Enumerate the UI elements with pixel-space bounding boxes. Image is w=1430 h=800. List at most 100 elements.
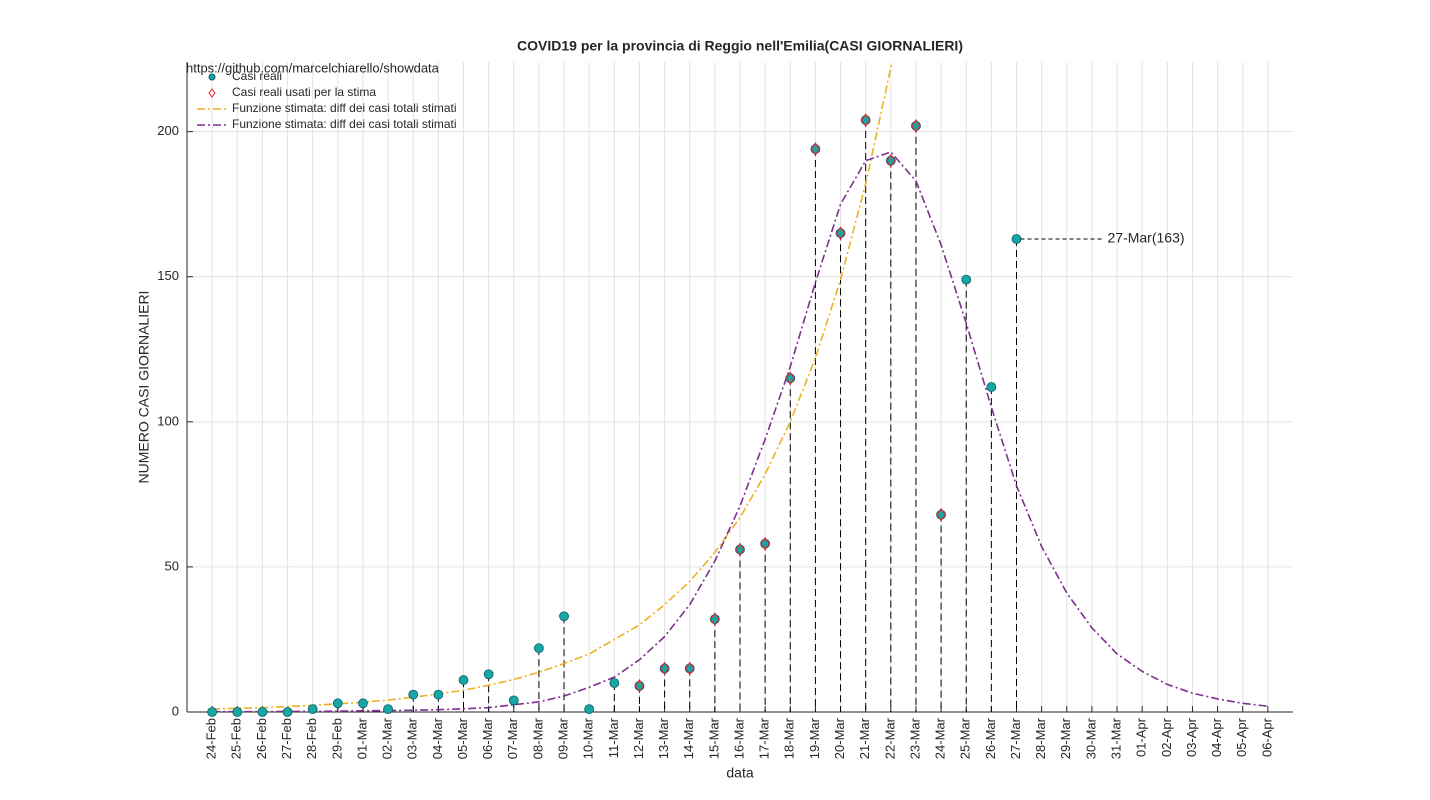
point — [760, 536, 770, 551]
point — [911, 120, 921, 131]
point — [835, 228, 846, 239]
x-tick-label: 07-Mar — [505, 717, 520, 759]
point — [634, 678, 645, 693]
point — [735, 542, 745, 557]
point — [508, 695, 519, 706]
x-tick-label: 04-Mar — [430, 717, 445, 759]
x-tick-label: 28-Feb — [304, 718, 319, 759]
grid — [186, 62, 1293, 713]
point — [1011, 234, 1022, 244]
legend-symbol — [208, 88, 216, 98]
x-tick-label: 01-Mar — [354, 717, 369, 759]
x-tick-label: 14-Mar — [681, 717, 696, 759]
x-tick-label: 20-Mar — [832, 717, 847, 759]
x-tick-label: 04-Apr — [1209, 717, 1224, 757]
chart-title: COVID19 per la provincia di Reggio nell'… — [517, 38, 963, 54]
y-tick-label: 100 — [157, 413, 179, 428]
x-tick-label: 11-Mar — [606, 717, 621, 758]
point — [810, 144, 821, 154]
y-tick-label: 150 — [157, 268, 179, 283]
x-tick-label: 17-Mar — [757, 717, 772, 759]
point — [911, 118, 921, 133]
annotation: 27-Mar(163) — [1108, 230, 1185, 246]
point — [685, 661, 695, 676]
x-tick-label: 24-Mar — [933, 717, 948, 759]
y-axis-label: NUMERO CASI GIORNALIERI — [136, 291, 152, 484]
x-tick-label: 05-Mar — [455, 717, 470, 759]
x-tick-label: 26-Feb — [254, 718, 269, 759]
x-tick-label: 27-Feb — [279, 718, 294, 759]
y-tick-label: 200 — [157, 123, 179, 138]
x-tick-label: 31-Mar — [1108, 717, 1123, 759]
x-tick-label: 23-Mar — [907, 717, 922, 759]
x-tick-label: 03-Apr — [1184, 717, 1199, 757]
legend-label: Funzione stimata: diff dei casi totali s… — [232, 101, 457, 115]
point — [986, 382, 997, 392]
legend-label: Casi reali — [232, 69, 282, 83]
x-tick-label: 03-Mar — [405, 717, 420, 759]
x-tick-label: 29-Mar — [1058, 717, 1073, 759]
x-tick-label: 30-Mar — [1083, 717, 1098, 759]
series-line — [212, 151, 1268, 712]
point — [684, 663, 695, 674]
point — [709, 614, 720, 625]
x-tick-label: 08-Mar — [530, 717, 545, 759]
point — [408, 689, 419, 700]
point — [785, 371, 795, 386]
watermark: https://github.com/marcelchiarello/showd… — [186, 60, 440, 75]
plot-area — [212, 62, 1268, 712]
point — [282, 707, 293, 717]
x-tick-label: 02-Mar — [380, 717, 395, 759]
point — [534, 643, 544, 654]
x-tick-label: 21-Mar — [857, 717, 872, 759]
legend-label: Funzione stimata: diff dei casi totali s… — [232, 117, 457, 131]
point — [307, 704, 318, 714]
point — [785, 373, 796, 384]
overlay: 27-Mar(163) https://github.com/marcelchia… — [186, 60, 1185, 717]
x-tick-label: 06-Mar — [480, 717, 495, 759]
point — [810, 142, 821, 156]
point — [332, 698, 343, 709]
point — [835, 226, 846, 241]
x-tick-label: 06-Apr — [1259, 717, 1274, 757]
point — [760, 538, 771, 549]
x-tick-label: 22-Mar — [882, 717, 897, 759]
point — [458, 675, 469, 685]
x-tick-label: 29-Feb — [329, 718, 344, 759]
point — [961, 274, 972, 285]
x-tick-label: 25-Feb — [229, 718, 244, 759]
x-tick-label: 05-Apr — [1234, 717, 1249, 757]
point — [936, 509, 946, 520]
point — [207, 707, 218, 717]
x-tick-label: 09-Mar — [555, 717, 570, 759]
x-tick-label: 16-Mar — [731, 717, 746, 759]
point — [659, 661, 670, 676]
point — [885, 155, 896, 166]
point — [257, 707, 268, 717]
x-tick-label: 28-Mar — [1033, 717, 1048, 759]
point — [659, 663, 670, 674]
x-tick-label: 24-Feb — [204, 718, 219, 759]
point — [861, 113, 871, 127]
point — [710, 612, 720, 627]
point — [735, 544, 745, 555]
point — [584, 704, 595, 714]
point — [609, 678, 620, 688]
x-tick-label: 19-Mar — [807, 717, 822, 759]
point — [936, 507, 946, 522]
x-tick-label: 12-Mar — [631, 717, 646, 759]
point — [559, 611, 569, 622]
x-tick-label: 13-Mar — [656, 717, 671, 759]
y-tick-label: 50 — [165, 558, 179, 573]
point — [483, 669, 494, 680]
point — [634, 680, 645, 691]
series-line — [212, 62, 893, 710]
x-tick-label: 25-Mar — [958, 717, 973, 759]
y-tick-label: 0 — [172, 703, 179, 718]
legend-label: Casi reali usati per la stima — [232, 85, 376, 99]
x-tick-label: 02-Apr — [1159, 717, 1174, 757]
x-axis-label: data — [726, 765, 753, 781]
point — [358, 698, 368, 709]
